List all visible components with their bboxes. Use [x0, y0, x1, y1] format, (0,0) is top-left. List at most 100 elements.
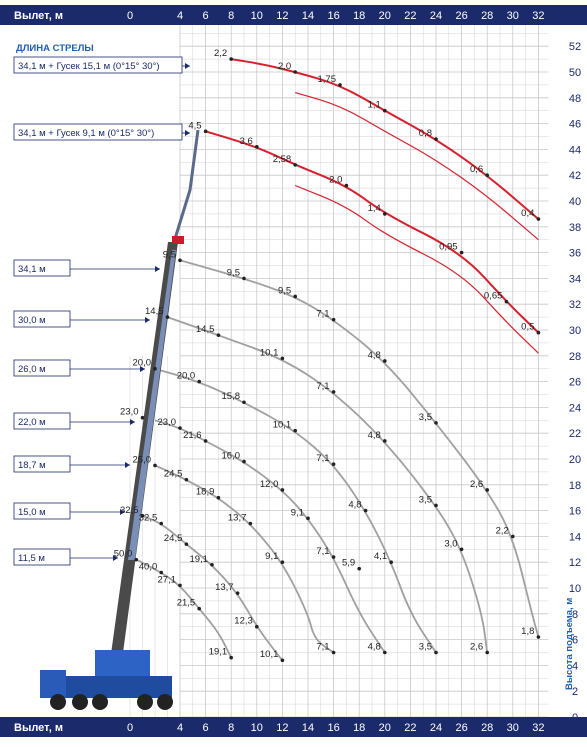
data-point — [485, 173, 490, 177]
data-point — [216, 495, 221, 500]
load-value-label: 27,1 — [158, 574, 177, 585]
y-tick-label: 30 — [569, 325, 581, 337]
series-line-alt — [295, 92, 539, 241]
data-point — [434, 421, 438, 425]
load-value-label: 1,8 — [521, 626, 534, 637]
series-line — [135, 558, 233, 659]
x-axis-title-top: Вылет, м — [14, 10, 63, 22]
data-point — [338, 83, 342, 87]
load-value-label: 4,8 — [368, 350, 381, 361]
load-value-label: 7,1 — [316, 381, 329, 392]
data-point — [306, 516, 310, 521]
data-point — [184, 542, 189, 546]
x-tick-label: 8 — [228, 722, 234, 734]
x-tick-label: 0 — [127, 10, 133, 22]
x-tick-label: 26 — [455, 10, 467, 22]
load-value-label: 0,6 — [470, 164, 483, 175]
data-point — [140, 415, 145, 420]
data-point — [242, 400, 246, 405]
y-tick-label: 40 — [569, 196, 581, 208]
data-point — [357, 566, 362, 571]
wheel-icon — [157, 694, 173, 710]
y-tick-label: 0 — [572, 712, 578, 724]
data-point — [331, 390, 336, 394]
x-tick-label: 22 — [404, 722, 416, 734]
x-tick-label: 4 — [177, 722, 183, 734]
y-tick-label: 36 — [569, 248, 581, 260]
y-tick-label: 2 — [572, 686, 578, 698]
y-tick-label: 24 — [569, 402, 581, 414]
x-tick-label: 28 — [481, 722, 493, 734]
y-axis-title: Высота подъема, м — [564, 598, 575, 690]
load-curves — [135, 58, 540, 661]
load-value-label: 12,0 — [260, 479, 279, 490]
load-value-label: 7,1 — [316, 453, 329, 464]
x-tick-label: 14 — [302, 722, 314, 734]
x-ticks-top: 0 4 6 8 10 12 14 16 18 20 22 24 26 28 30 32 — [127, 10, 545, 22]
data-point — [210, 562, 214, 567]
boom-label-box — [13, 259, 71, 277]
load-value-label: 13,7 — [215, 582, 234, 593]
boom-label: 18,7 м — [18, 460, 46, 471]
chart-title: ДЛИНА СТРЕЛЫ — [16, 43, 94, 54]
y-tick-label: 28 — [569, 351, 581, 363]
y-tick-label: 6 — [572, 635, 578, 647]
data-point — [383, 359, 387, 363]
data-point — [280, 560, 285, 564]
data-point — [134, 557, 139, 562]
arrow-head — [155, 266, 160, 272]
y-ticks: 0246810121416182022242628303234363840424… — [569, 41, 581, 724]
load-value-label: 12,3 — [234, 616, 253, 627]
data-point — [485, 488, 490, 492]
arrow-head — [130, 419, 135, 425]
x-tick-label: 4 — [177, 10, 183, 22]
y-tick-label: 16 — [569, 506, 581, 518]
boom-label: 15,0 м — [18, 507, 46, 518]
boom-label: 34,1 м + Гусек 15,1 м (0°15° 30°) — [18, 61, 160, 72]
y-tick-label: 42 — [569, 170, 581, 182]
x-tick-label: 6 — [203, 722, 209, 734]
x-tick-label: 30 — [507, 10, 519, 22]
data-point — [511, 534, 515, 539]
data-point — [293, 428, 298, 433]
y-tick-label: 4 — [572, 660, 578, 672]
load-value-label: 3,6 — [240, 136, 253, 147]
load-value-label: 4,8 — [348, 500, 361, 511]
x-tick-label: 32 — [532, 10, 544, 22]
data-point — [235, 591, 240, 595]
load-value-label: 4,5 — [188, 120, 201, 131]
load-value-label: 20,0 — [177, 371, 196, 382]
load-value-label: 9,1 — [265, 551, 278, 562]
x-tick-label: 20 — [379, 10, 391, 22]
data-point — [203, 439, 208, 443]
y-tick-label: 12 — [569, 557, 581, 569]
load-value-label: 3,5 — [419, 412, 432, 423]
load-value-label: 10,1 — [260, 347, 279, 358]
y-tick-label: 52 — [569, 41, 581, 53]
data-point — [280, 658, 285, 663]
data-point — [153, 366, 157, 371]
data-point — [293, 294, 298, 299]
x-tick-label: 30 — [507, 722, 519, 734]
load-value-label: 2,6 — [470, 479, 483, 490]
boom-label: 22,0 м — [18, 417, 46, 428]
data-point — [178, 426, 182, 430]
load-value-label: 2,6 — [470, 642, 483, 653]
series-line — [154, 419, 386, 653]
crane-truck-body — [42, 676, 172, 698]
hook-block — [172, 236, 184, 244]
x-tick-label: 16 — [327, 10, 339, 22]
load-value-label: 0,5 — [521, 322, 534, 333]
data-point — [197, 379, 201, 384]
header-bar-bottom — [0, 717, 587, 737]
y-tick-label: 18 — [569, 480, 581, 492]
load-value-label: 2,2 — [496, 525, 509, 536]
data-point — [536, 217, 541, 221]
x-tick-label: 10 — [251, 722, 263, 734]
boom-label-box — [13, 502, 71, 520]
load-value-label: 3,5 — [419, 642, 432, 653]
series-line — [179, 259, 540, 638]
data-point — [504, 299, 509, 304]
y-tick-label: 10 — [569, 583, 581, 595]
